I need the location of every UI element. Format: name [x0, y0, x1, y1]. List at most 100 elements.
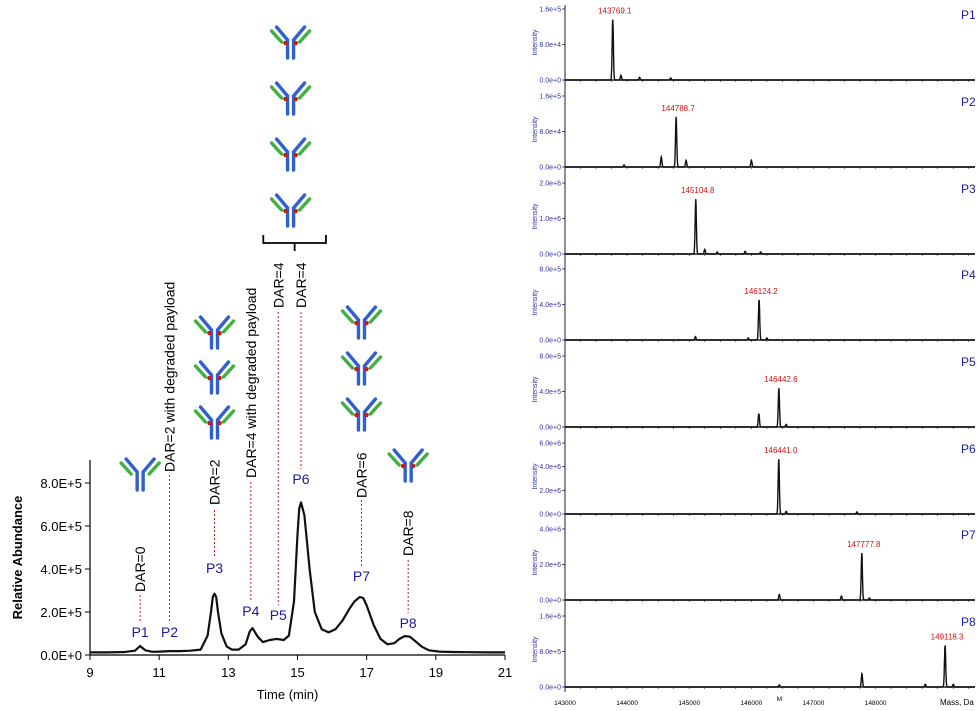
intensity-label: Intensity: [532, 29, 539, 56]
spectrum-panel: 1.6e+6 8.0e+5 0.0e+0 Intensity 149118.3 P8: [532, 614, 976, 692]
y-tick-label: 2.0e+6: [539, 562, 561, 569]
peak-label: P4: [242, 603, 259, 619]
y-tick-label: 0.0e+0: [539, 78, 561, 85]
payload-dot: [283, 208, 288, 214]
peak-label: P5: [270, 607, 287, 623]
y-tick-label: 1.6e+6: [539, 614, 561, 621]
y-tick-label: 8.0e+5: [539, 649, 561, 656]
panel-label: P4: [961, 268, 976, 282]
heavy-chain: [274, 137, 307, 172]
spectrum-trace: [565, 116, 975, 168]
antibody-icon: [340, 305, 383, 340]
light-chain: [269, 141, 312, 156]
dar-label: DAR=4 with degraded payload: [243, 288, 259, 478]
spectrum-trace: [565, 19, 975, 81]
antibody-icon: [193, 315, 236, 350]
x-tick-label: 17: [359, 665, 373, 680]
payload-dot: [207, 330, 212, 336]
antibody-icon: [193, 360, 236, 395]
light-chain: [269, 29, 312, 44]
heavy-chain: [274, 25, 307, 60]
y-tick-label: 4.0e+5: [539, 302, 561, 309]
heavy-chain: [345, 351, 378, 386]
peak-label: P2: [161, 624, 178, 640]
heavy-chain: [345, 397, 378, 432]
heavy-chain: [274, 193, 307, 228]
payload-dot: [283, 152, 288, 158]
y-tick-label: 1.6e+5: [539, 7, 561, 14]
x-axis-label: Time (min): [257, 687, 319, 702]
spectrum-trace: [565, 199, 975, 255]
mass-label: 147777.8: [847, 540, 881, 549]
dar-label: DAR=8: [400, 510, 416, 556]
mass-label: 146124.2: [744, 287, 778, 296]
spectrum-trace: [565, 553, 975, 601]
payload-dot: [217, 330, 222, 336]
antibody-icon: [340, 397, 383, 432]
y-tick-label: 8.0E+5: [40, 476, 82, 491]
y-tick-label: 8.0e+5: [539, 267, 561, 274]
y-tick-label: 1.6e+5: [539, 94, 561, 101]
heavy-chain: [198, 360, 231, 395]
payload-dot: [293, 152, 298, 158]
peak-label: P3: [206, 560, 223, 576]
spectrum-panel: 1.6e+5 8.0e+4 0.0e+0 Intensity 143769.1 P1: [532, 7, 976, 85]
intensity-label: Intensity: [532, 116, 539, 143]
x-tick-label: 146000: [741, 700, 763, 707]
antibody-icon: [269, 81, 312, 116]
y-tick-label: 4.0e+6: [539, 527, 561, 534]
light-chain: [193, 364, 236, 379]
x-axis-marker: M: [777, 696, 782, 703]
y-tick-label: 0.0e+0: [539, 165, 561, 172]
mass-label: 146442.6: [764, 375, 798, 384]
intensity-label: Intensity: [532, 463, 539, 490]
x-tick-label: 147000: [803, 700, 825, 707]
intensity-label: Intensity: [532, 376, 539, 403]
dar-label: DAR=6: [353, 452, 369, 498]
payload-dot: [293, 96, 298, 102]
x-tick-label: 148000: [865, 700, 887, 707]
y-tick-label: 0.0e+0: [539, 252, 561, 259]
y-tick-label: 8.0e+5: [539, 354, 561, 361]
spectrum-panel: 8.0e+5 4.0e+5 0.0e+0 Intensity 146442.6 P5: [532, 354, 976, 432]
light-chain: [340, 309, 383, 324]
y-tick-label: 2.0e+6: [539, 488, 561, 495]
mass-label: 144788.7: [661, 104, 695, 113]
y-tick-label: 0.0e+0: [539, 512, 561, 519]
payload-dot: [364, 412, 369, 418]
intensity-label: Intensity: [532, 289, 539, 316]
heavy-chain: [198, 405, 231, 440]
mass-label: 143769.1: [598, 7, 632, 16]
light-chain: [193, 319, 236, 334]
peak-label: P8: [400, 615, 417, 631]
dar-label: DAR=2 with degraded payload: [162, 282, 178, 472]
spectrum-panel: 6.0e+6 4.0e+6 2.0e+6 0.0e+0 Intensity 146441.…: [532, 441, 976, 519]
y-tick-label: 2.0E+5: [40, 605, 82, 620]
dar4-bracket: [262, 235, 327, 251]
spectrum-panel: 8.0e+5 4.0e+5 0.0e+0 Intensity 146124.2 P4: [532, 267, 976, 345]
spectrum-panel: 1.6e+5 8.0e+4 0.0e+0 Intensity 144788.7 P2: [532, 94, 976, 172]
antibody-icon: [340, 351, 383, 386]
payload-dot: [283, 40, 288, 46]
y-axis-label: Relative Abundance: [10, 496, 25, 620]
x-tick-label: 144000: [616, 700, 638, 707]
y-tick-label: 0.0e+0: [539, 425, 561, 432]
intensity-label: Intensity: [532, 203, 539, 230]
peak-label: P1: [132, 624, 149, 640]
heavy-chain: [198, 315, 231, 350]
y-tick-label: 4.0e+6: [539, 464, 561, 471]
peak-label: P7: [353, 568, 370, 584]
mass-label: 145104.8: [681, 186, 715, 195]
y-tick-label: 6.0E+5: [40, 519, 82, 534]
mass-label: 149118.3: [931, 632, 964, 641]
payload-dot: [217, 375, 222, 381]
peak-label: P6: [292, 471, 309, 487]
payload-dot: [283, 96, 288, 102]
x-tick-label: 13: [221, 665, 235, 680]
chromatogram-trace: [90, 501, 505, 654]
chromatogram-chart: 0.0E+0 2.0E+5 4.0E+5 6.0E+5 8.0E+5 9 11 13 15 17 1…: [10, 25, 512, 702]
heavy-chain: [392, 448, 424, 483]
panel-label: P8: [961, 615, 976, 629]
panel-label: P5: [961, 355, 976, 369]
